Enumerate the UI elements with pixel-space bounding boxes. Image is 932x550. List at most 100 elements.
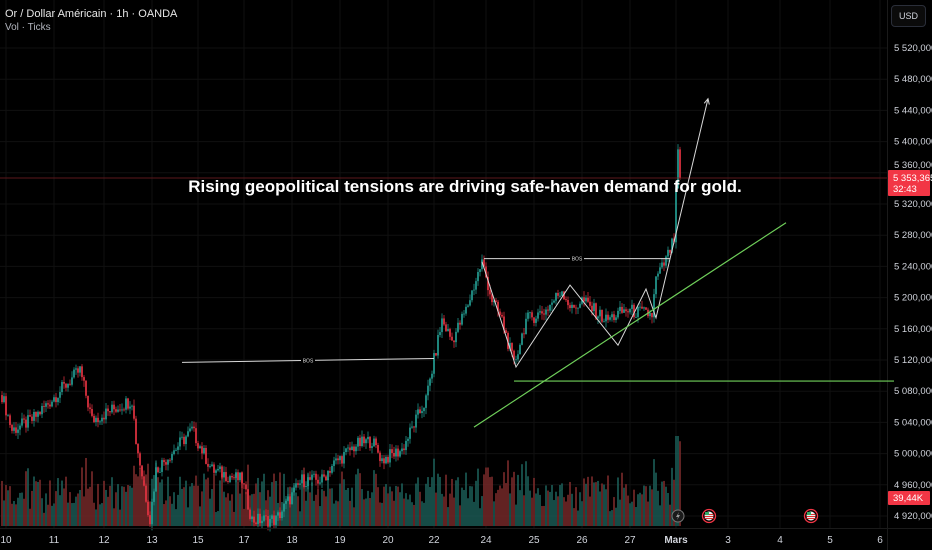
candle-body: [39, 411, 41, 415]
candle-body: [59, 392, 61, 398]
volume-bar: [429, 486, 431, 526]
bos-label: BOS: [303, 358, 314, 364]
trend-line: [473, 222, 787, 428]
volume-bar: [537, 488, 539, 526]
time-axis[interactable]: 10 11 12 13 15 17 18 19 20 22 24 25 26 27 Mars 3 4 5 6: [0, 528, 932, 547]
candle-body: [545, 309, 547, 315]
candle-body: [175, 449, 177, 451]
volume-bar: [297, 496, 299, 526]
candle-body: [501, 314, 503, 317]
candle-body: [115, 409, 117, 412]
volume-bar: [619, 499, 621, 526]
price-axis[interactable]: 5 520,000 5 480,000 5 440,000 5 400,000 5 36…: [888, 43, 932, 522]
volume-bar: [99, 504, 101, 526]
volume-bar: [169, 496, 171, 526]
volume-bar: [81, 467, 83, 526]
symbol-title[interactable]: Or / Dollar Américain · 1h · OANDA: [5, 8, 178, 20]
candle-body: [177, 446, 179, 450]
volume-bar: [105, 489, 107, 526]
candle-body: [391, 449, 393, 453]
volume-bar: [57, 478, 59, 526]
candle-body: [587, 297, 589, 302]
candle-body: [317, 479, 319, 484]
currency-button[interactable]: USD: [891, 5, 926, 27]
volume-bar: [399, 492, 401, 526]
candle-body: [151, 501, 153, 525]
price-tick-label: 5 120,000: [894, 355, 932, 366]
candle-body: [483, 259, 485, 267]
volume-bar: [325, 496, 327, 526]
volume-bar: [75, 496, 77, 526]
candle-body: [613, 314, 615, 321]
candle-body: [329, 471, 331, 473]
candle-body: [185, 436, 187, 445]
candle-body: [607, 314, 609, 320]
volume-bar: [177, 494, 179, 526]
volume-bar: [229, 500, 231, 526]
volume-bar: [663, 480, 665, 526]
volume-bar: [245, 491, 247, 526]
event-markers[interactable]: [671, 508, 819, 524]
candle-body: [89, 407, 91, 410]
candle-body: [649, 313, 651, 317]
volume-bar: [591, 476, 593, 526]
volume-bar: [89, 486, 91, 526]
candle-body: [365, 439, 367, 444]
candle-body: [397, 448, 399, 457]
candle-body: [195, 428, 197, 444]
candle-body: [511, 343, 513, 351]
volume-bar: [155, 460, 157, 526]
candle-body: [143, 476, 145, 486]
candle-body: [667, 249, 669, 257]
volume-bar: [241, 471, 243, 526]
volume-bar: [167, 476, 169, 526]
annotation-text[interactable]: Rising geopolitical tensions are driving…: [188, 177, 742, 196]
flag-stripe: [704, 518, 714, 519]
volume-bar: [635, 507, 637, 526]
candle-body: [665, 256, 667, 266]
candle-body: [167, 459, 169, 465]
candle-body: [515, 359, 517, 361]
candle-body: [593, 303, 595, 312]
candle-body: [179, 437, 181, 447]
candle-body: [49, 404, 51, 407]
candle-body: [269, 518, 271, 527]
volume-bar: [341, 471, 343, 526]
volume-bar: [27, 468, 29, 526]
candle-body: [617, 310, 619, 318]
candle-body: [255, 522, 257, 524]
candle-body: [513, 350, 515, 360]
volume-legend[interactable]: Vol · Ticks: [5, 22, 51, 33]
candle-body: [439, 332, 441, 335]
candle-body: [459, 322, 461, 325]
countdown-label: 32:43: [893, 184, 917, 195]
volume-bar: [437, 473, 439, 526]
candle-body: [575, 307, 577, 309]
volume-bar: [91, 471, 93, 526]
volume-bar: [449, 493, 451, 526]
volume-bar: [37, 481, 39, 526]
candle-body: [475, 281, 477, 290]
volume-bar: [419, 491, 421, 526]
volume-bar: [101, 503, 103, 526]
volume-bar: [253, 493, 255, 526]
candle-body: [367, 436, 369, 440]
volume-bar: [511, 477, 513, 526]
time-tick-label: Mars: [664, 535, 688, 546]
candle-body: [275, 515, 277, 525]
candle-body: [111, 404, 113, 413]
volume-bar: [207, 477, 209, 526]
volume-bar: [231, 494, 233, 526]
candle-body: [29, 415, 31, 417]
volume-bar: [631, 501, 633, 526]
candle-body: [577, 307, 579, 309]
volume-bar: [45, 493, 47, 526]
volume-bar: [629, 503, 631, 526]
volume-bar: [143, 480, 145, 526]
candle-body: [341, 456, 343, 464]
annotations[interactable]: BOS BOS: [181, 97, 894, 428]
volume-bar: [337, 501, 339, 526]
candle-body: [491, 294, 493, 303]
time-tick-label: 24: [480, 535, 492, 546]
